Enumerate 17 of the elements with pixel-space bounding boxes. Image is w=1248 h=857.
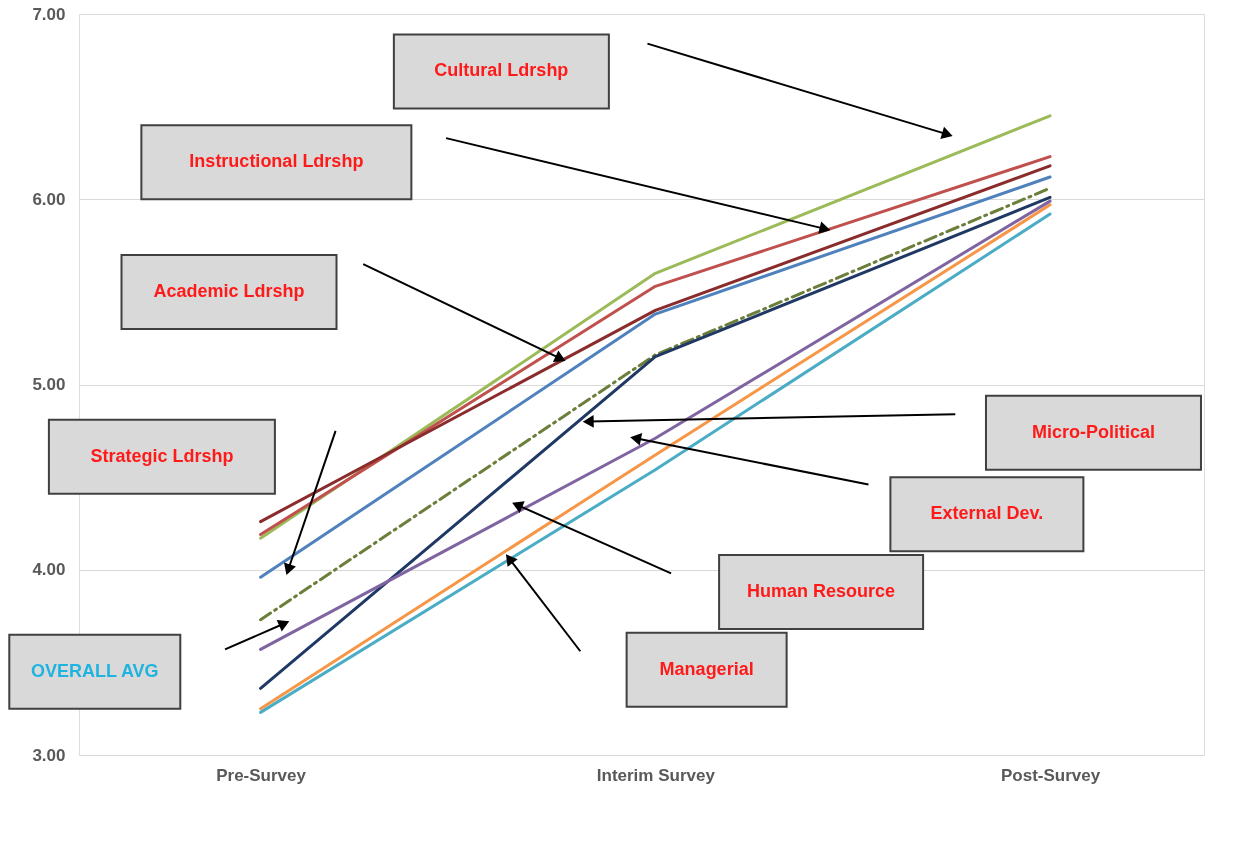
annotation: External Dev. — [930, 503, 1044, 524]
y-tick-label: 3.00 — [32, 745, 66, 765]
annotation: Managerial — [659, 658, 754, 679]
x-tick-label: Post-Survey — [1000, 765, 1101, 785]
annotation: Cultural Ldrshp — [434, 60, 569, 81]
annotation: Academic Ldrshp — [153, 280, 305, 301]
x-tick-label: Pre-Survey — [216, 765, 307, 785]
annotation: Micro-Political — [1031, 421, 1155, 442]
y-tick-label: 4.00 — [32, 560, 66, 580]
annotation: Strategic Ldrshp — [90, 445, 234, 466]
annotation: OVERALL AVG — [30, 660, 159, 681]
annotation: Instructional Ldrshp — [189, 151, 364, 172]
x-tick-label: Interim Survey — [596, 765, 716, 785]
y-tick-label: 5.00 — [32, 375, 66, 394]
annotation: Human Resource — [747, 580, 896, 601]
y-tick-label: 6.00 — [32, 189, 66, 209]
y-tick-label: 7.00 — [32, 4, 66, 24]
